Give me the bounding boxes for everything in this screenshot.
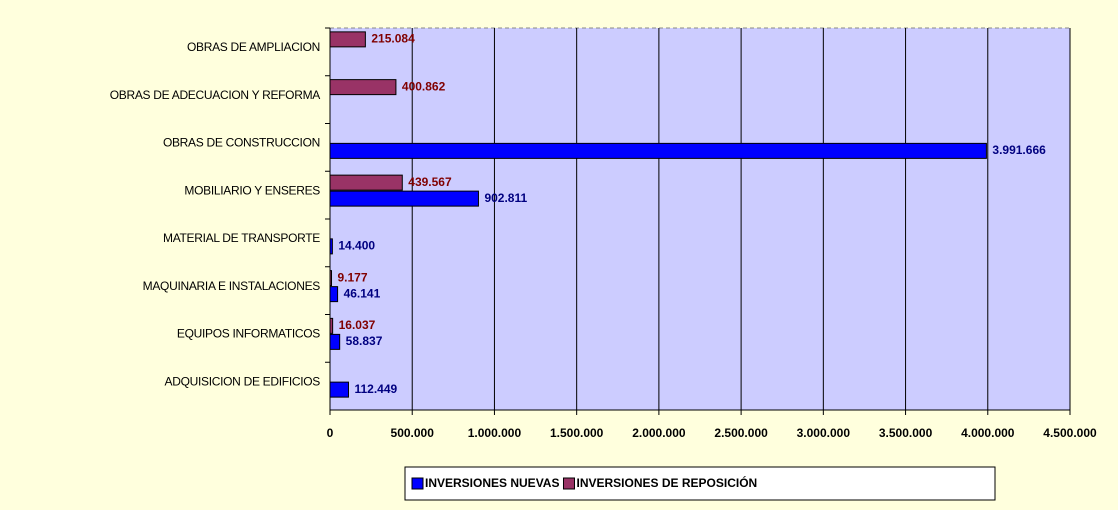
bar [329,317,334,334]
value-label: 902.811 [484,191,527,205]
bar [329,270,333,287]
value-label: 439.567 [408,175,452,189]
legend-swatch [562,477,575,490]
value-label: 14.400 [338,239,375,253]
x-tick-label: 0 [327,426,334,440]
x-tick-label: 2.500.000 [714,426,768,440]
value-label: 46.141 [344,286,381,300]
x-tick-label: 2.000.000 [632,426,686,440]
value-label: 16.037 [339,318,376,332]
x-tick-label: 1.500.000 [550,426,604,440]
value-label: 3.991.666 [992,143,1046,157]
y-tick-label: ADQUISICION DE EDIFICIOS [165,374,321,388]
x-tick-label: 4.000.000 [961,426,1015,440]
value-label: 400.862 [402,79,446,93]
bar [329,31,366,48]
y-tick-label: MOBILIARIO Y ENSERES [184,183,320,197]
value-label: 215.084 [371,32,415,46]
bar [329,142,987,159]
bar [329,286,339,303]
x-tick-label: 3.000.000 [797,426,851,440]
legend-box [404,466,996,501]
y-tick-label: OBRAS DE AMPLIACION [187,40,320,54]
value-label: 9.177 [338,270,368,284]
y-tick-label: MAQUINARIA E INSTALACIONES [143,279,321,293]
plot-area [329,27,1071,411]
bar [329,333,341,350]
bar [329,238,333,255]
x-tick-label: 1.000.000 [468,426,522,440]
y-tick-label: MATERIAL DE TRANSPORTE [163,231,320,245]
y-tick-label: OBRAS DE CONSTRUCCION [163,136,320,150]
bar [329,79,397,96]
bar [329,381,349,398]
legend-label: INVERSIONES NUEVAS [425,476,559,490]
x-tick-label: 4.500.000 [1043,426,1097,440]
legend-swatch [411,477,424,490]
legend-label: INVERSIONES DE REPOSICIÓN [576,475,757,490]
y-tick-label: OBRAS DE ADECUACION Y REFORMA [110,88,321,102]
bar [329,190,479,207]
x-tick-label: 3.500.000 [879,426,933,440]
y-tick-label: EQUIPOS INFORMATICOS [177,327,320,341]
value-label: 58.837 [346,334,383,348]
value-label: 112.449 [354,382,397,396]
x-tick-label: 500.000 [391,426,435,440]
bar [329,174,403,191]
